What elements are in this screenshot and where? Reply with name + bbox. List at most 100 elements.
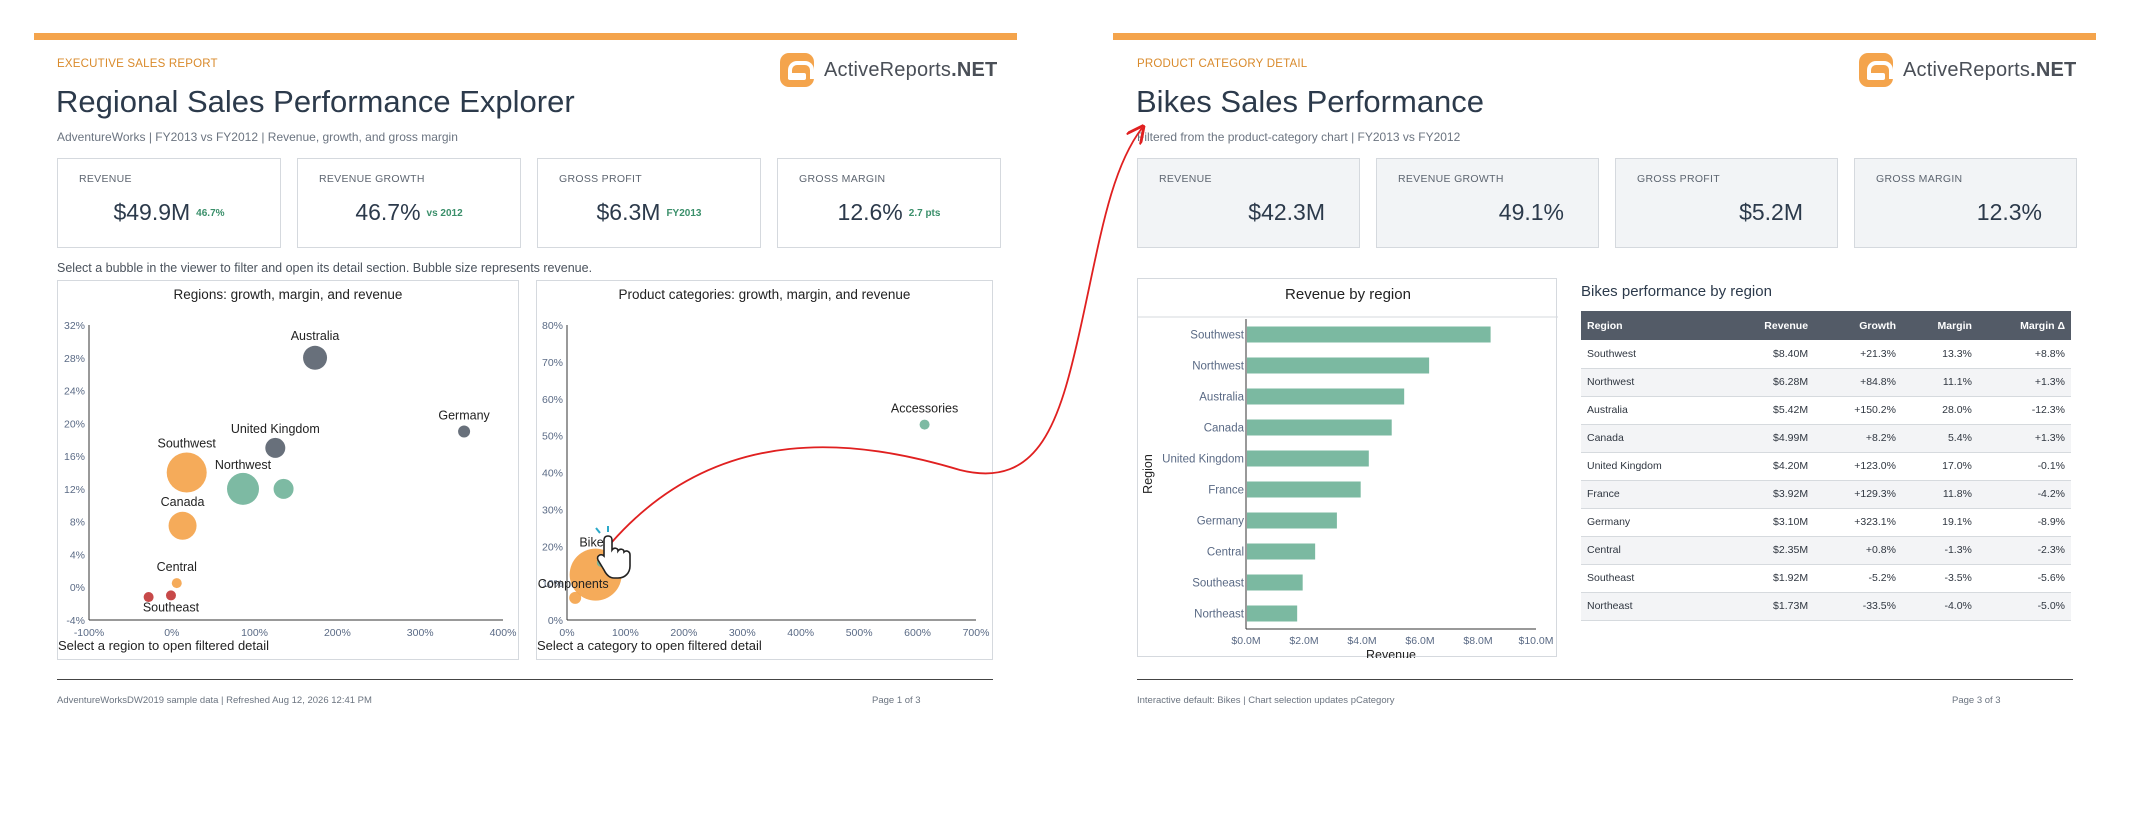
bubble-label: Canada <box>161 495 205 509</box>
table-cell: -4.2% <box>1977 480 2071 509</box>
table-cell: Canada <box>1581 424 1723 453</box>
kpi-label: REVENUE <box>79 173 132 185</box>
kpi-card-gross-profit: GROSS PROFIT $5.2M <box>1615 158 1838 248</box>
bar <box>1247 357 1430 374</box>
x-tick-label: 400% <box>787 627 814 639</box>
table-cell: -5.0% <box>1977 592 2071 621</box>
activereports-logo: ActiveReports.NET <box>780 52 997 88</box>
chart-title: Revenue by region <box>1285 286 1411 303</box>
revenue-by-region-bar-chart: Revenue by region Southwest Northwest Austr… <box>1138 286 1558 658</box>
table-cell: $1.73M <box>1722 592 1815 621</box>
category-label: Germany <box>1197 516 1245 528</box>
y-tick-label: 0% <box>548 615 563 627</box>
y-tick-label: 30% <box>542 504 563 516</box>
chart-title: Regions: growth, margin, and revenue <box>173 287 403 302</box>
page-number: Page 1 of 3 <box>872 695 921 706</box>
kpi-label: GROSS PROFIT <box>559 173 642 185</box>
table-cell: Northwest <box>1581 368 1723 397</box>
footer-divider <box>1137 679 2073 680</box>
table-row: Central $2.35M +0.8% -1.3% -2.3% <box>1581 536 2071 565</box>
category-label: France <box>1208 485 1244 497</box>
y-tick-label: 40% <box>542 468 563 480</box>
footer-note: Interactive default: Bikes | Chart selec… <box>1137 695 1395 706</box>
kpi-value: $49.9M <box>113 199 191 225</box>
bar <box>1247 512 1337 529</box>
x-tick-label: 0% <box>559 627 574 639</box>
y-tick-label: 20% <box>64 418 85 430</box>
x-tick-label: $4.0M <box>1347 635 1376 647</box>
x-tick-label: -100% <box>74 627 104 639</box>
kpi-row: REVENUE $42.3M REVENUE GROWTH 49.1% GROS… <box>1137 158 2077 248</box>
column-header-margin: Margin <box>1901 311 1978 340</box>
category-label: Northeast <box>1194 609 1245 621</box>
table-row: United Kingdom $4.20M +123.0% 17.0% -0.1% <box>1581 452 2071 481</box>
kpi-value: 12.6% <box>837 199 903 225</box>
table-cell: +21.3% <box>1814 340 1902 369</box>
table-cell: Central <box>1581 536 1723 565</box>
bar <box>1247 605 1298 622</box>
kpi-card-revenue: REVENUE $42.3M <box>1137 158 1360 248</box>
table-cell: +8.2% <box>1814 424 1902 453</box>
report-page-3: PRODUCT CATEGORY DETAIL Bikes Sales Perf… <box>1110 0 2129 815</box>
x-tick-label: $2.0M <box>1289 635 1318 647</box>
table-cell: $4.99M <box>1722 424 1815 453</box>
table-cell: -1.3% <box>1901 536 1978 565</box>
x-tick-label: 200% <box>670 627 697 639</box>
x-tick-label: 300% <box>407 627 434 639</box>
kpi-label: GROSS PROFIT <box>1637 173 1720 185</box>
table-cell: -0.1% <box>1977 452 2071 481</box>
footer-source: AdventureWorksDW2019 sample data | Refre… <box>57 695 372 706</box>
accent-bar <box>1113 33 2096 40</box>
table-cell: Australia <box>1581 396 1723 425</box>
bar <box>1247 543 1316 560</box>
bubble-label: Australia <box>291 329 340 343</box>
x-tick-label: 0% <box>164 627 179 639</box>
table-cell: -5.2% <box>1814 564 1902 593</box>
bar <box>1247 326 1491 343</box>
kpi-value: 49.1% <box>1498 199 1564 225</box>
report-kicker: EXECUTIVE SALES REPORT <box>57 58 218 70</box>
y-tick-label: 32% <box>64 320 85 332</box>
kpi-value: $6.3M <box>596 199 661 225</box>
bubble-point <box>919 419 930 430</box>
y-axis-title: Region <box>1141 454 1155 494</box>
activereports-logo: ActiveReports.NET <box>1859 52 2076 88</box>
table-cell: -3.5% <box>1901 564 1978 593</box>
x-tick-label: $6.0M <box>1405 635 1434 647</box>
bar <box>1247 574 1303 591</box>
table-title: Bikes performance by region <box>1581 283 1772 300</box>
table-cell: +0.8% <box>1814 536 1902 565</box>
table-row: Southeast $1.92M -5.2% -3.5% -5.6% <box>1581 564 2071 593</box>
table-cell: +150.2% <box>1814 396 1902 425</box>
bar <box>1247 419 1392 436</box>
table-cell: -2.3% <box>1977 536 2071 565</box>
x-tick-label: 500% <box>846 627 873 639</box>
table-cell: -12.3% <box>1977 396 2071 425</box>
bar <box>1247 481 1361 498</box>
page-number: Page 3 of 3 <box>1952 695 2001 706</box>
table-row: France $3.92M +129.3% 11.8% -4.2% <box>1581 480 2071 509</box>
bubble-point <box>303 345 328 370</box>
y-tick-label: 60% <box>542 394 563 406</box>
table-cell: Southwest <box>1581 340 1723 369</box>
kpi-card-gross-profit: GROSS PROFIT $6.3M FY2013 <box>537 158 761 248</box>
x-tick-label: 400% <box>490 627 517 639</box>
y-tick-label: 4% <box>70 549 85 561</box>
x-tick-label: 100% <box>241 627 268 639</box>
logo-suffix: .NET <box>2030 58 2077 81</box>
kpi-value: $42.3M <box>1248 199 1325 225</box>
kpi-delta: vs 2012 <box>426 208 463 220</box>
kpi-label: REVENUE GROWTH <box>319 173 425 185</box>
table-row: Northwest $6.28M +84.8% 11.1% +1.3% <box>1581 368 2071 397</box>
activereports-logo-icon <box>780 53 814 87</box>
table-cell: Northeast <box>1581 592 1723 621</box>
table-row: Canada $4.99M +8.2% 5.4% +1.3% <box>1581 424 2071 453</box>
y-tick-label: 16% <box>64 451 85 463</box>
bubble-point <box>171 578 182 589</box>
revenue-by-region-panel: Revenue by region Southwest Northwest Austr… <box>1137 278 1558 658</box>
x-tick-label: $8.0M <box>1463 635 1492 647</box>
column-header-revenue: Revenue <box>1722 311 1815 340</box>
regions-chart-panel: Regions: growth, margin, and revenue -4%… <box>57 280 519 660</box>
table-cell: $4.20M <box>1722 452 1815 481</box>
bubble-point <box>458 425 471 438</box>
